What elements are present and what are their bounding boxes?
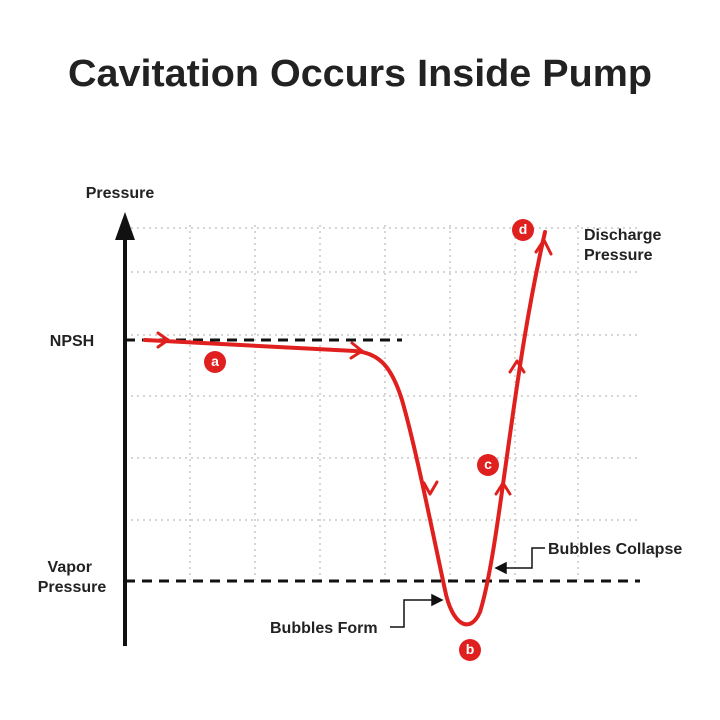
level-label: Discharge Pressure	[584, 227, 666, 264]
point-label: b	[466, 641, 475, 657]
axis-label: Pressure	[86, 185, 155, 202]
point-marker: d	[512, 219, 534, 241]
point-label: a	[211, 353, 219, 369]
point-label: c	[484, 456, 492, 472]
point-marker: b	[459, 639, 481, 661]
level-line: Pressure	[38, 579, 107, 596]
pressure-curve	[143, 230, 547, 627]
level-line: NPSH	[50, 333, 94, 350]
level-line: Vapor	[48, 559, 92, 576]
point-label: d	[519, 221, 528, 237]
y-axis	[115, 212, 135, 646]
level-line: Pressure	[584, 247, 653, 264]
level-label: Vapor Pressure	[38, 559, 107, 596]
callout-label: Bubbles Collapse	[548, 541, 682, 558]
collapse-pointer	[494, 547, 545, 575]
title: Cavitation Occurs Inside Pump	[68, 53, 652, 95]
point-marker: c	[477, 454, 499, 476]
point-marker: a	[204, 351, 226, 373]
level-label: NPSH	[50, 333, 94, 350]
grid	[125, 225, 640, 580]
flow-arrows	[156, 238, 553, 496]
form-pointer	[390, 593, 444, 628]
level-line: Discharge	[584, 227, 661, 244]
callout-label: Bubbles Form	[270, 620, 378, 637]
